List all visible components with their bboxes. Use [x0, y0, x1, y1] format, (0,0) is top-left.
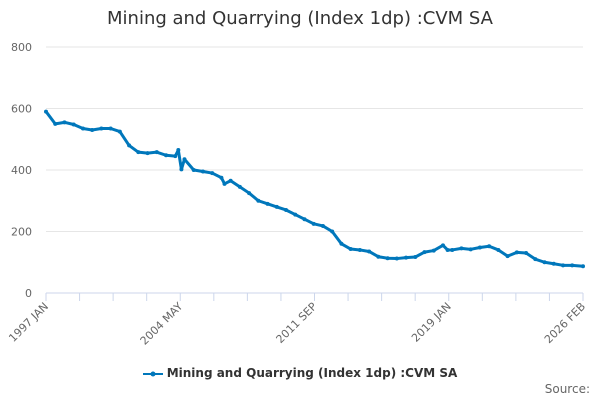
data-point	[551, 261, 556, 266]
data-point	[404, 255, 409, 260]
x-tick-label: 1997 JAN	[6, 300, 51, 345]
data-point	[302, 217, 307, 222]
data-point	[311, 221, 316, 226]
data-point	[154, 150, 159, 155]
data-point	[222, 181, 227, 186]
data-point	[330, 229, 335, 234]
data-point	[468, 247, 473, 252]
data-point	[413, 255, 418, 260]
x-tick-label: 2004 MAY	[138, 300, 186, 348]
data-point	[440, 243, 445, 248]
data-point	[542, 260, 547, 265]
x-tick-label: 2026 FEB	[542, 300, 588, 346]
y-tick-label: 600	[11, 103, 32, 116]
data-point	[367, 249, 372, 254]
data-point	[320, 223, 325, 228]
x-tick-label: 2019 JAN	[409, 300, 454, 345]
y-tick-label: 400	[11, 164, 32, 177]
data-point	[284, 207, 289, 212]
data-point	[357, 247, 362, 252]
data-point	[90, 128, 95, 133]
data-point	[99, 126, 104, 131]
data-point	[136, 150, 141, 155]
data-point	[293, 212, 298, 217]
data-point	[445, 247, 450, 252]
data-point	[514, 250, 519, 255]
data-point	[570, 263, 575, 268]
legend-line-marker-icon	[142, 371, 163, 376]
data-point	[237, 184, 242, 189]
data-point	[339, 241, 344, 246]
y-tick-label: 0	[25, 287, 32, 300]
data-point	[247, 191, 252, 196]
data-point	[348, 247, 353, 252]
data-point	[496, 247, 501, 252]
data-point	[80, 126, 85, 131]
data-point	[219, 175, 224, 180]
data-point	[394, 256, 399, 261]
data-point	[431, 248, 436, 253]
data-point	[256, 198, 261, 203]
source-label: Source:	[544, 382, 590, 396]
data-point	[117, 129, 122, 134]
data-point	[176, 148, 181, 153]
data-point	[53, 121, 58, 126]
data-point	[450, 247, 455, 252]
data-point	[581, 264, 585, 269]
data-point	[71, 122, 76, 127]
data-point	[487, 244, 492, 249]
data-point	[376, 254, 381, 259]
data-point	[164, 153, 169, 158]
data-point	[62, 120, 67, 125]
data-point	[127, 143, 132, 148]
data-point	[265, 201, 270, 206]
data-point	[182, 157, 187, 162]
data-point	[477, 245, 482, 250]
data-point	[173, 154, 178, 159]
legend-label: Mining and Quarrying (Index 1dp) :CVM SA	[166, 366, 458, 380]
data-point	[210, 171, 215, 176]
data-point	[191, 168, 196, 172]
data-point	[524, 251, 529, 256]
data-point	[44, 109, 48, 114]
x-tick-label: 2011 SEP	[274, 300, 320, 346]
data-point	[560, 263, 565, 268]
legend-item[interactable]: Mining and Quarrying (Index 1dp) :CVM SA	[0, 366, 600, 380]
data-point	[459, 246, 464, 251]
data-point	[228, 178, 233, 183]
y-tick-label: 200	[11, 226, 32, 239]
data-point	[145, 151, 150, 156]
data-point	[385, 256, 390, 261]
data-point	[108, 126, 113, 131]
data-point	[422, 250, 427, 255]
series-line	[44, 110, 584, 268]
data-point	[179, 167, 184, 172]
chart-title: Mining and Quarrying (Index 1dp) :CVM SA	[107, 8, 493, 29]
data-point	[505, 254, 510, 259]
data-point	[200, 169, 205, 174]
data-point	[274, 204, 279, 209]
y-tick-label: 800	[11, 41, 32, 54]
data-point	[533, 257, 538, 262]
